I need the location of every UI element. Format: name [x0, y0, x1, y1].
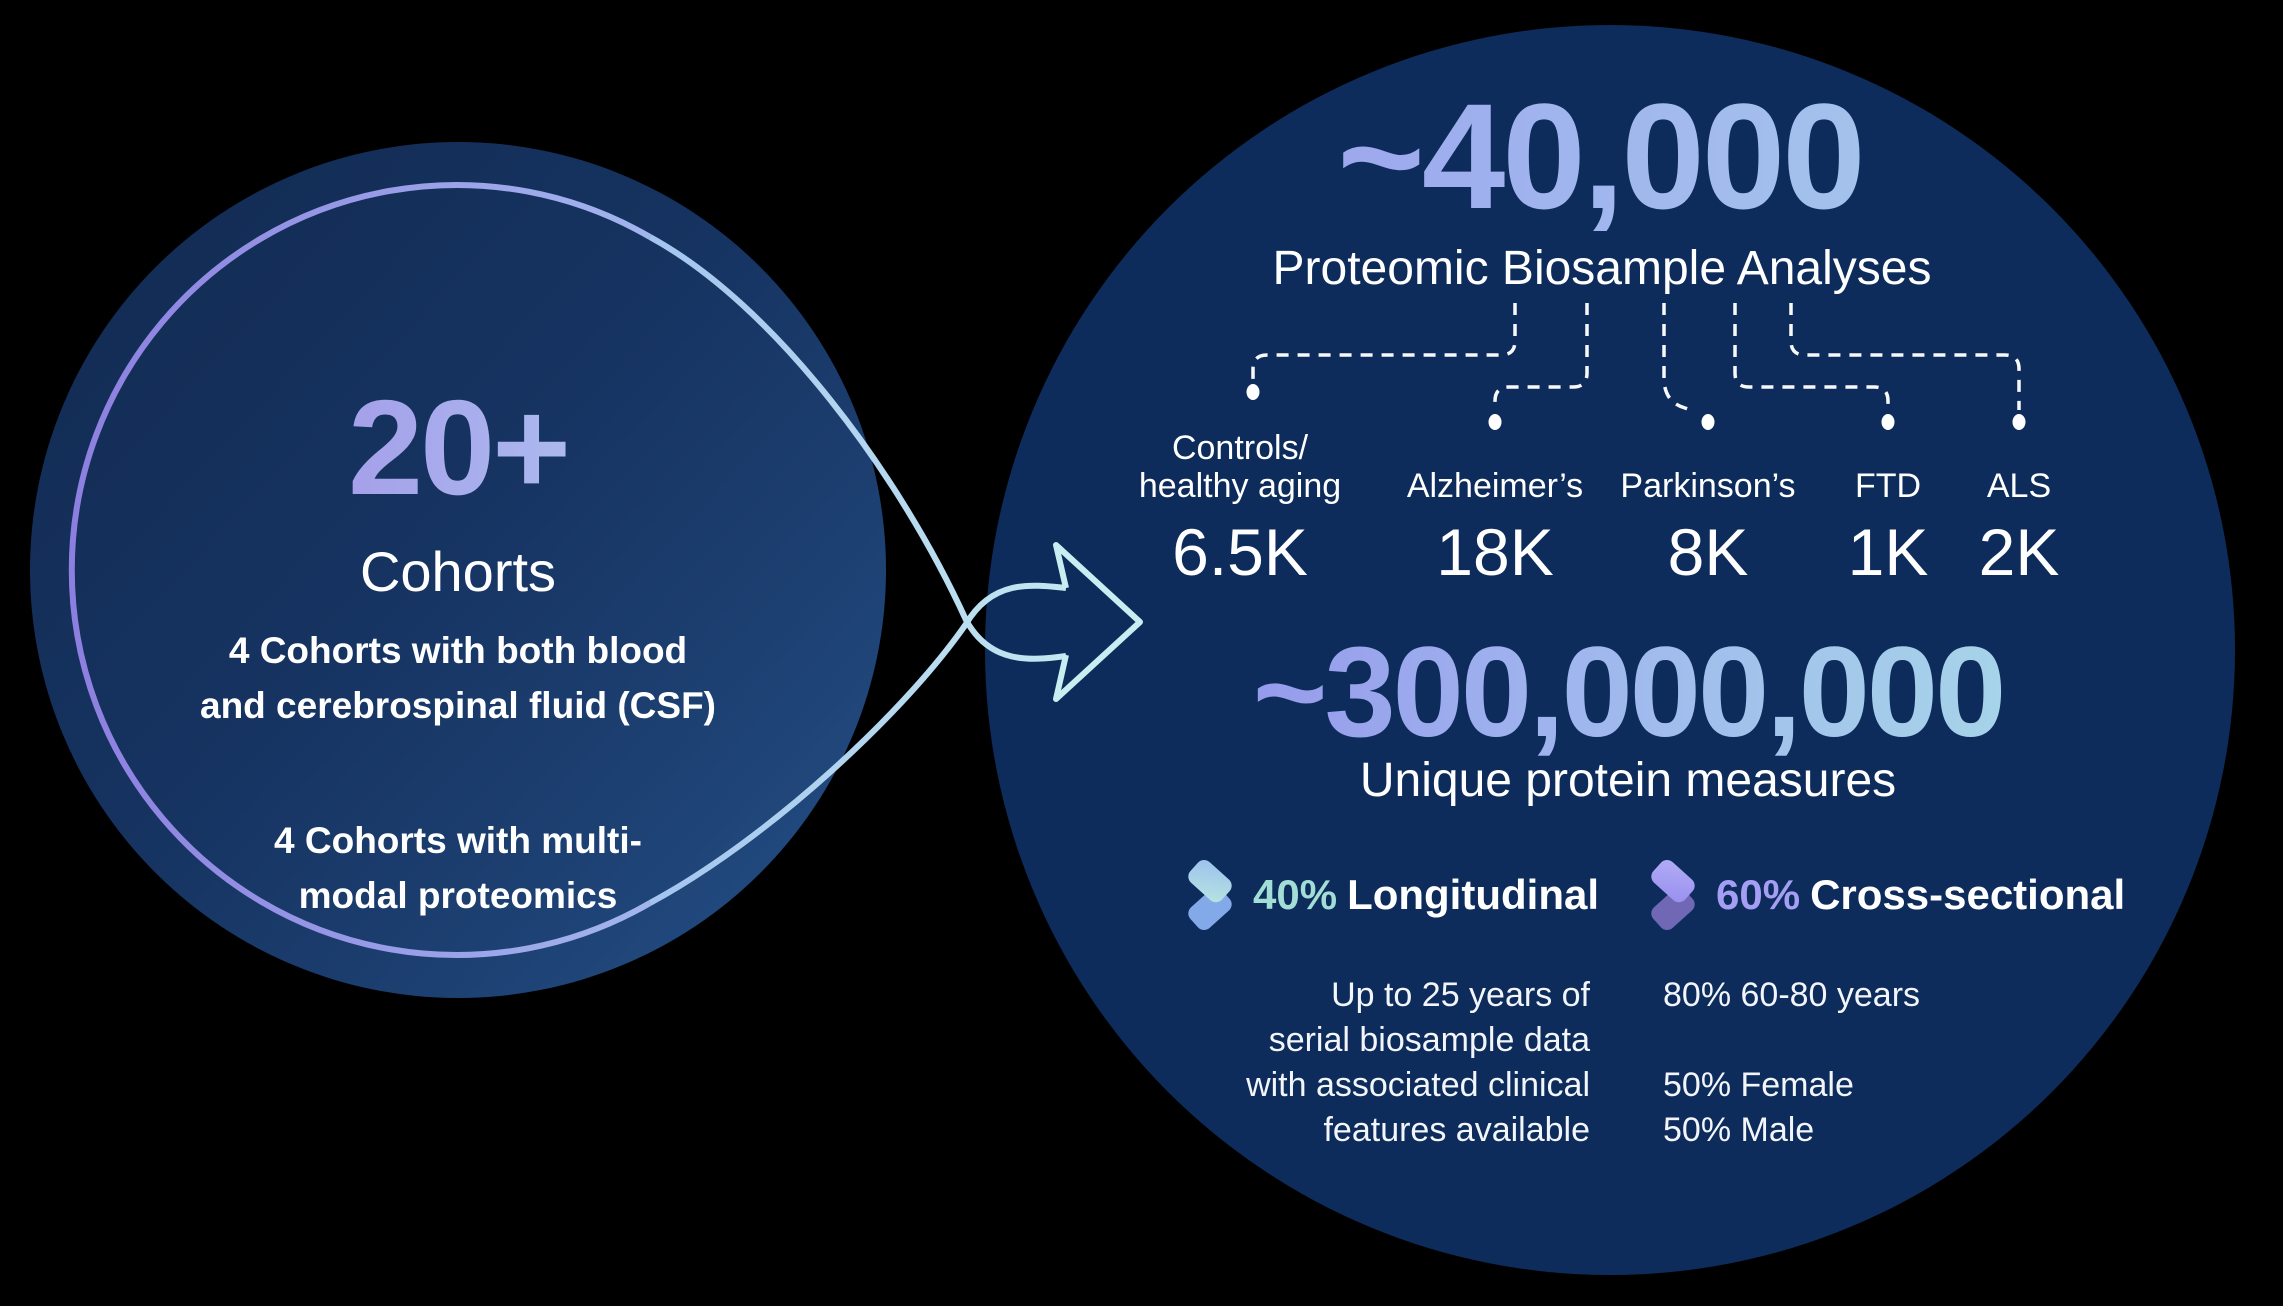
cohorts-point-csf: 4 Cohorts with both blood and cerebrospi… [30, 624, 886, 734]
category-name-line: Controls/ [1171, 429, 1309, 467]
protein-measures-count: ~300,000,000 [985, 629, 2235, 757]
detail-line: 50% Female [1663, 1066, 1854, 1104]
longitudinal-pct: 40% [1253, 871, 1338, 918]
detail-line: features available [1323, 1111, 1590, 1149]
detail-line: serial biosample data [1268, 1021, 1590, 1059]
cross-sectional-pct: 60% [1716, 871, 1801, 918]
connector-line-ftd [1733, 303, 1890, 410]
connector-line-alzheimers [1493, 303, 1589, 410]
cohorts-point-csf-line2: and cerebrospinal fluid (CSF) [200, 684, 716, 726]
protein-measures-label: Unique protein measures [1359, 754, 1897, 807]
cohorts-point-multimodal: 4 Cohorts with multi- modal proteomics [30, 814, 886, 924]
category-name-line: healthy aging [1138, 467, 1342, 505]
connector-dot [2012, 414, 2026, 430]
detail-line: Up to 25 years of [1331, 976, 1590, 1014]
category-name-line: Alzheimer’s [1406, 467, 1584, 505]
category-name-line: ALS [1986, 467, 2052, 505]
biosample-analyses-label: Proteomic Biosample Analyses [1272, 242, 1932, 295]
category-name: FTD [1768, 425, 2008, 505]
cross-sectional-badge: 60% Cross-sectional [1648, 858, 2125, 932]
category-ftd: FTD 1K [1768, 425, 2008, 585]
cohorts-circle: 20+ Cohorts 4 Cohorts with both blood an… [30, 142, 886, 998]
detail-line: 80% 60-80 years [1663, 976, 1921, 1014]
cohorts-label: Cohorts [359, 540, 557, 603]
category-name-line: Parkinson’s [1620, 467, 1796, 505]
longitudinal-text: 40% Longitudinal [1253, 871, 1599, 919]
connector-dot [1701, 414, 1715, 430]
detail-line [1663, 1018, 2083, 1063]
cohorts-count: 20+ [30, 380, 886, 515]
detail-line: with associated clinical [1246, 1066, 1590, 1104]
category-connector-lines [1246, 303, 2026, 430]
category-value: 18K [1436, 515, 1554, 589]
cross-sectional-text: 60% Cross-sectional [1716, 871, 2125, 919]
category-name: Parkinson’s [1588, 425, 1828, 505]
cohorts-point-multimodal-line2: modal proteomics [298, 874, 618, 916]
connector-line-parkinsons [1662, 303, 1694, 413]
category-name-line: FTD [1854, 467, 1922, 505]
category-value: 1K [1847, 515, 1929, 589]
cross-sectional-details: 80% 60-80 years 50% Female 50% Male [1663, 973, 2083, 1153]
connector-line-controls [1251, 303, 1517, 380]
category-name: ALS [1899, 425, 2139, 505]
category-name: Alzheimer’s [1375, 425, 1615, 505]
category-alzheimers: Alzheimer’s 18K [1375, 425, 1615, 585]
category-value: 6.5K [1172, 515, 1308, 589]
longitudinal-badge: 40% Longitudinal [1185, 858, 1599, 932]
category-name: Controls/ healthy aging [1120, 425, 1360, 505]
cross-sectional-label: Cross-sectional [1810, 871, 2126, 918]
detail-line: 50% Male [1663, 1111, 1815, 1149]
connector-dot [1246, 384, 1260, 400]
category-value: 2K [1978, 515, 2060, 589]
category-als: ALS 2K [1899, 425, 2139, 585]
ribbon-chevron-icon [1651, 859, 1695, 931]
analyses-circle: ~40,000 Proteomic Biosample Analyses [985, 25, 2235, 1275]
longitudinal-label: Longitudinal [1347, 871, 1600, 918]
cohorts-point-csf-line1: 4 Cohorts with both blood [228, 630, 688, 671]
category-controls: Controls/ healthy aging 6.5K [1120, 425, 1360, 585]
connector-line-als [1789, 303, 2021, 410]
category-value: 8K [1667, 515, 1749, 589]
longitudinal-details: Up to 25 years of serial biosample data … [1165, 973, 1590, 1153]
connector-dot [1488, 414, 1502, 430]
category-parkinsons: Parkinson’s 8K [1588, 425, 1828, 585]
connector-dot [1881, 414, 1895, 430]
cohorts-point-multimodal-line1: 4 Cohorts with multi- [274, 820, 642, 861]
biosample-analyses-count: ~40,000 [985, 81, 2235, 231]
ribbon-chevron-icon [1188, 859, 1232, 931]
